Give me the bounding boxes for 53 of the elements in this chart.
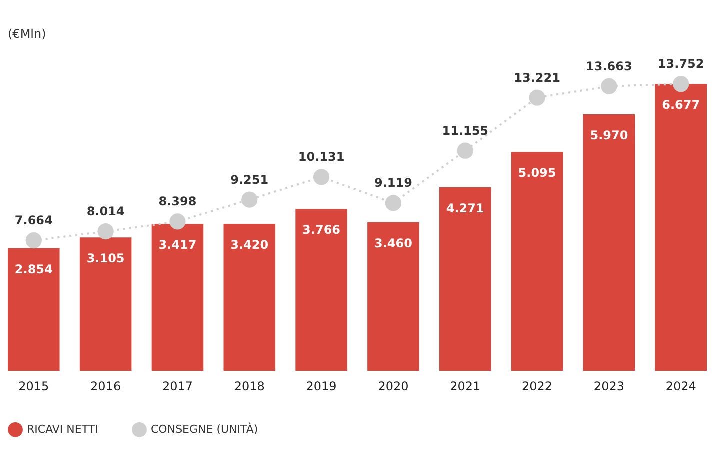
point bbox=[457, 142, 474, 159]
x-tick-label: 2024 bbox=[666, 380, 696, 394]
x-tick-label: 2022 bbox=[522, 380, 553, 394]
x-tick-label: 2016 bbox=[90, 380, 122, 394]
point bbox=[98, 224, 114, 240]
data-label: 7.664 bbox=[14, 214, 53, 228]
point bbox=[601, 78, 618, 94]
x-tick-label: 2021 bbox=[450, 380, 481, 394]
data-label: 8.398 bbox=[158, 194, 197, 209]
bar bbox=[80, 238, 132, 371]
bar bbox=[296, 209, 348, 371]
point bbox=[170, 214, 186, 230]
bar bbox=[511, 152, 564, 371]
data-label: 10.131 bbox=[298, 150, 345, 164]
data-label: 3.766 bbox=[302, 223, 341, 238]
x-tick-label: 2019 bbox=[306, 380, 337, 394]
data-label: 3.420 bbox=[230, 238, 269, 252]
data-label: 13.663 bbox=[586, 59, 632, 74]
data-label: 5.970 bbox=[590, 128, 628, 142]
point bbox=[26, 232, 42, 249]
bar bbox=[583, 114, 636, 371]
point bbox=[313, 169, 330, 186]
data-label: 9.119 bbox=[374, 176, 412, 190]
data-label: 13.221 bbox=[514, 70, 560, 85]
bar bbox=[224, 224, 276, 371]
point bbox=[673, 76, 690, 92]
data-label: 13.752 bbox=[658, 57, 704, 72]
data-label: 5.095 bbox=[518, 166, 556, 180]
data-label: 8.014 bbox=[86, 204, 125, 219]
legend-label: RICAVI NETTI bbox=[27, 422, 98, 436]
bar bbox=[439, 187, 492, 371]
data-label: 11.155 bbox=[442, 124, 489, 138]
bar bbox=[152, 224, 204, 371]
x-tick-label: 2015 bbox=[18, 380, 50, 394]
bar bbox=[368, 222, 420, 371]
x-tick-label: 2018 bbox=[234, 380, 265, 394]
data-label: 6.677 bbox=[662, 98, 700, 112]
data-label: 2.854 bbox=[14, 262, 53, 276]
text: (€Mln) bbox=[8, 27, 46, 41]
x-tick-label: 2023 bbox=[594, 380, 624, 394]
data-label: 3.460 bbox=[374, 236, 412, 250]
x-tick-label: 2017 bbox=[162, 380, 193, 394]
bar bbox=[8, 248, 60, 371]
point bbox=[529, 90, 546, 106]
legend-label: CONSEGNE (UNITÀ) bbox=[151, 422, 258, 436]
point bbox=[242, 192, 258, 208]
bar bbox=[655, 84, 707, 371]
data-label: 4.271 bbox=[446, 201, 484, 216]
data-label: 3.417 bbox=[158, 238, 197, 252]
data-label: 9.251 bbox=[230, 172, 269, 187]
data-label: 3.105 bbox=[86, 252, 125, 266]
point bbox=[385, 195, 402, 212]
x-tick-label: 2020 bbox=[378, 380, 409, 394]
